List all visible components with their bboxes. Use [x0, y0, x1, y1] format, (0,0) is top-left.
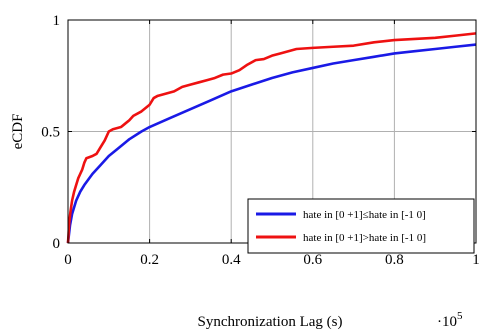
y-tick-label-1: 0.5	[41, 125, 60, 141]
x-tick-label-0: 0	[64, 252, 72, 268]
legend-label-series-1: hate in [0 +1]≤hate in [-1 0]	[303, 209, 426, 221]
legend-box	[247, 198, 475, 254]
x-tick-label-3: 0.6	[303, 252, 322, 268]
x-scale-label: ·105	[437, 310, 463, 330]
x-tick-label-5: 1	[472, 252, 480, 268]
tick-labels: 0 0.2 0.4 0.6 0.8 1 0 0.5 1	[41, 13, 480, 268]
legend-label-series-2: hate in [0 +1]>hate in [-1 0]	[303, 232, 426, 244]
x-tick-label-4: 0.8	[385, 252, 404, 268]
legend: hate in [0 +1]≤hate in [-1 0] hate in [0…	[247, 198, 475, 254]
x-tick-label-2: 0.4	[222, 252, 241, 268]
y-tick-label-2: 1	[53, 13, 61, 29]
y-axis-label: eCDF	[10, 114, 26, 150]
x-axis-label: Synchronization Lag (s)	[198, 314, 343, 330]
series-line-1	[66, 43, 477, 244]
series-layer	[66, 32, 477, 244]
y-tick-label-0: 0	[53, 236, 61, 252]
x-scale-exponent: 5	[457, 310, 463, 322]
series-line-2	[66, 32, 477, 244]
x-scale-base: ·10	[437, 314, 457, 330]
x-tick-label-1: 0.2	[140, 252, 159, 268]
